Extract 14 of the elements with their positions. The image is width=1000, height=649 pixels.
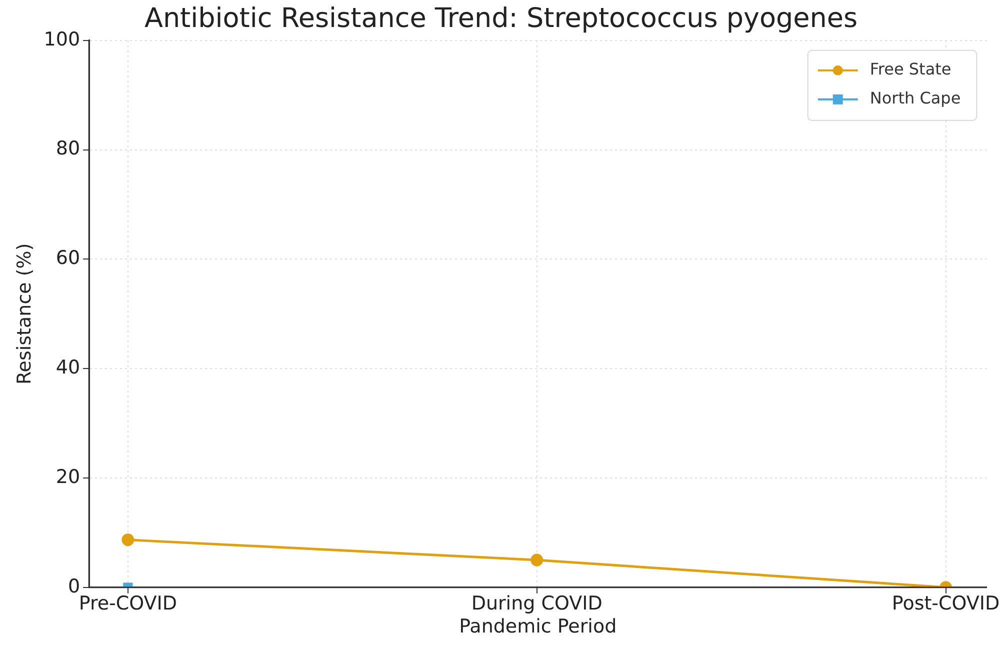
x-tick-label: Pre-COVID (78, 592, 178, 615)
x-axis-title: Pandemic Period (459, 616, 617, 638)
x-tick-label: During COVID (471, 592, 602, 615)
y-tick-label: 80 (56, 138, 80, 160)
y-tick-label: 40 (56, 356, 80, 379)
legend-label: North Cape (870, 88, 961, 108)
y-tick-label: 60 (56, 247, 80, 270)
y-axis-title: Resistance (%) (13, 243, 36, 385)
legend-label: Free State (870, 60, 952, 79)
chart-title: Antibiotic Resistance Trend: Streptococcus pyogenes (144, 3, 858, 34)
x-tick-label: Post-COVID (892, 592, 1000, 615)
y-tick-label: 100 (44, 28, 80, 50)
y-tick-label: 20 (56, 466, 80, 488)
y-tick-label: 0 (68, 575, 80, 598)
